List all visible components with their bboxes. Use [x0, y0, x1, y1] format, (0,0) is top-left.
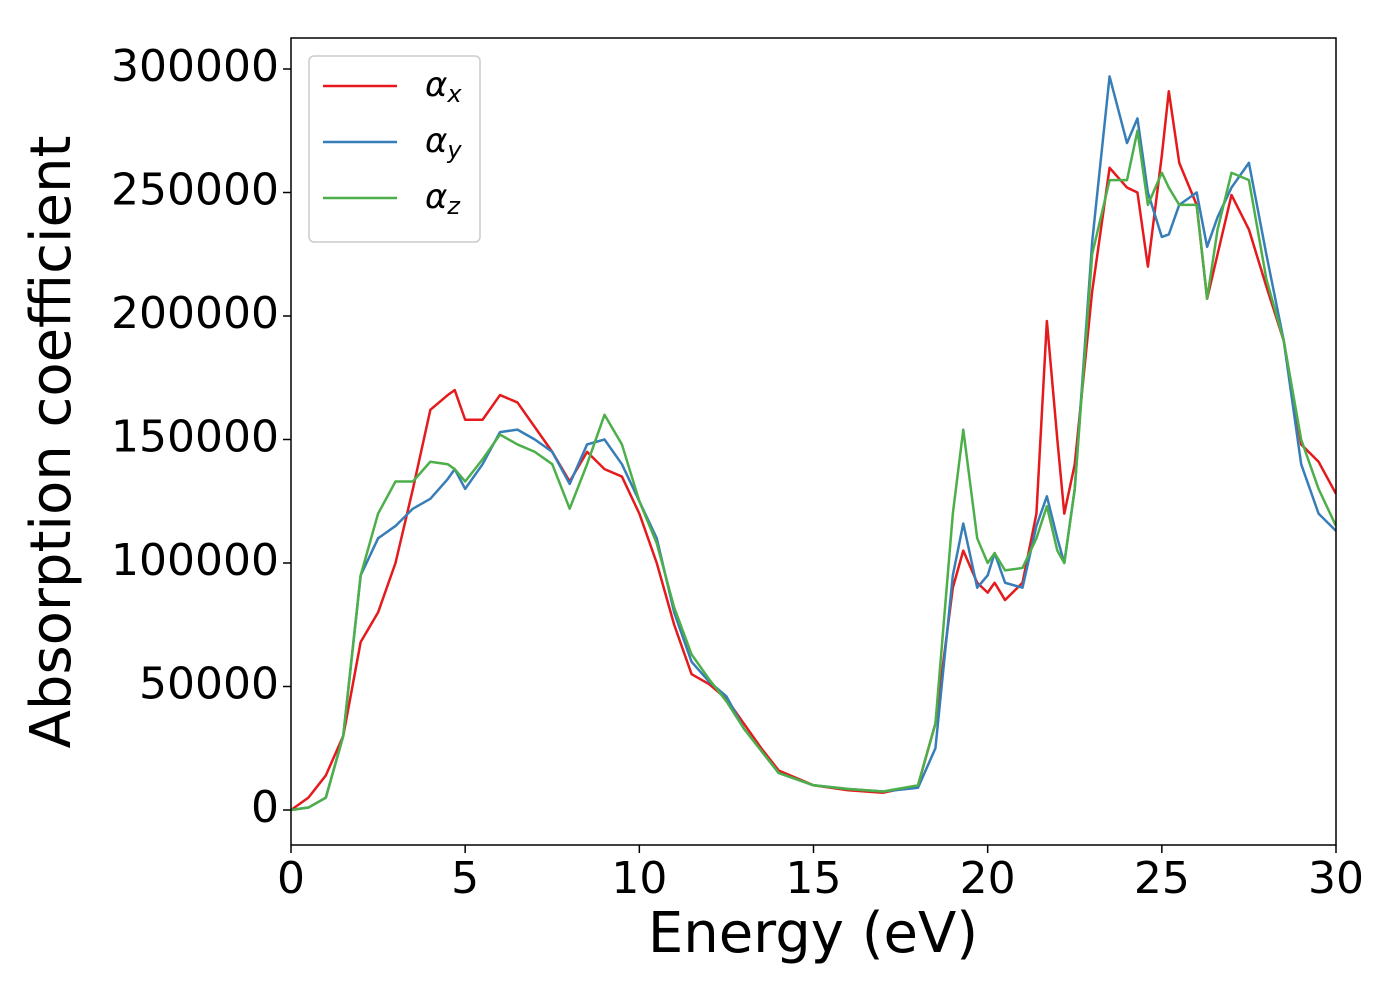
y-tick-label: 300000	[111, 41, 279, 92]
y-tick-label: 150000	[111, 411, 279, 462]
y-tick-label: 200000	[111, 288, 279, 339]
y-tick-label: 100000	[111, 535, 279, 586]
legend-symbol: α	[425, 121, 447, 161]
y-tick-label: 250000	[111, 164, 279, 215]
legend-label: αz	[425, 177, 461, 221]
legend-symbol: α	[425, 177, 447, 217]
legend-symbol: α	[425, 65, 447, 105]
x-tick-label: 20	[960, 853, 1016, 904]
legend-subscript: y	[446, 136, 462, 164]
legend-subscript: z	[446, 192, 461, 220]
legend-label: αy	[425, 121, 462, 165]
plot-frame	[290, 37, 1337, 846]
y-axis-label: Absorption coefficient	[19, 136, 84, 749]
y-tick-label: 0	[251, 782, 279, 833]
legend-subscript: x	[446, 80, 462, 108]
x-tick-label: 30	[1308, 853, 1364, 904]
x-tick-label: 25	[1134, 853, 1190, 904]
x-tick-label: 0	[277, 853, 305, 904]
x-tick-label: 15	[786, 853, 842, 904]
x-tick-label: 10	[611, 853, 667, 904]
data-line	[291, 129, 1336, 812]
legend-box	[308, 55, 481, 243]
legend-label: αx	[425, 65, 462, 109]
x-axis-label: Energy (eV)	[648, 901, 978, 966]
y-tick-label: 50000	[139, 658, 279, 709]
plot	[291, 75, 1336, 812]
x-tick-label: 5	[451, 853, 479, 904]
